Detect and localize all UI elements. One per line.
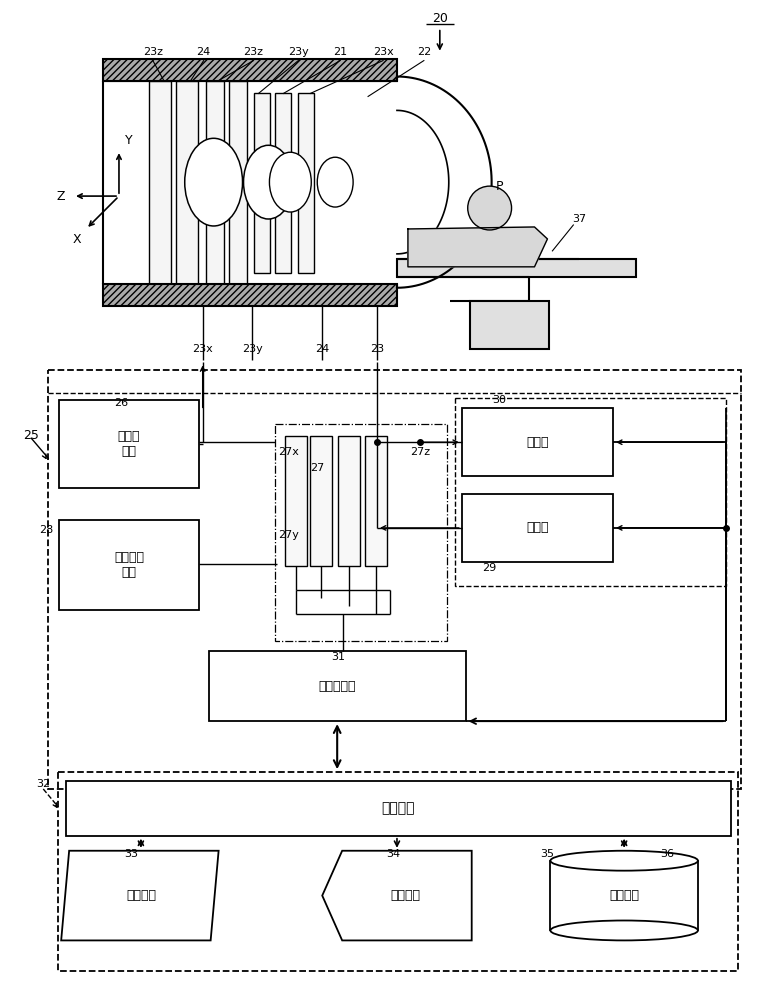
Text: 29: 29 [482,563,497,573]
Text: 静磁场
电源: 静磁场 电源 [117,430,140,458]
Bar [66,781,731,836]
Text: 22: 22 [417,47,431,57]
Bar [229,81,247,284]
Bar [455,398,726,586]
Bar [176,81,198,284]
Polygon shape [61,851,219,940]
Text: 接收器: 接收器 [526,436,548,449]
Text: 23z: 23z [244,47,264,57]
Text: 33: 33 [124,849,138,859]
Text: 匀场线圈
电源: 匀场线圈 电源 [114,551,144,579]
Text: 27z: 27z [410,447,430,457]
Polygon shape [408,227,548,267]
Text: P: P [496,180,503,193]
Bar [338,436,360,566]
Ellipse shape [550,920,698,940]
Bar [298,93,314,273]
Text: 28: 28 [39,525,54,535]
Bar [58,772,738,971]
Text: 32: 32 [36,779,51,789]
Ellipse shape [269,152,311,212]
Bar [103,284,397,306]
Polygon shape [322,851,471,940]
Text: 23: 23 [370,344,384,354]
Text: 36: 36 [660,849,674,859]
Text: 27y: 27y [279,530,300,540]
Text: 23x: 23x [192,344,213,354]
Text: 23z: 23z [143,47,163,57]
Text: 存储装置: 存储装置 [609,889,640,902]
Bar [275,424,447,641]
Text: 31: 31 [331,652,345,662]
Text: 20: 20 [432,12,448,25]
Bar [365,436,387,566]
Ellipse shape [184,138,243,226]
Bar [397,259,636,277]
Bar [461,494,613,562]
Circle shape [468,186,512,230]
Text: X: X [73,233,82,246]
Text: 25: 25 [23,429,39,442]
Text: 34: 34 [386,849,400,859]
Bar [149,81,171,284]
Bar [275,93,291,273]
Bar [48,370,741,789]
Text: 24: 24 [197,47,211,57]
Bar [209,651,466,721]
Bar [470,301,549,349]
Text: 35: 35 [541,849,555,859]
Bar [310,436,332,566]
Text: 运算装置: 运算装置 [381,801,415,815]
Bar [205,81,223,284]
Text: 23y: 23y [242,344,263,354]
Text: 30: 30 [492,395,506,405]
Ellipse shape [244,145,293,219]
Text: 27x: 27x [279,447,300,457]
Bar [286,436,307,566]
Text: 发送器: 发送器 [526,521,548,534]
Text: 23y: 23y [288,47,309,57]
Text: 序列控制器: 序列控制器 [318,680,356,693]
Bar [461,408,613,476]
Text: Z: Z [57,190,65,203]
Bar [59,520,198,610]
Text: 23x: 23x [373,47,394,57]
Bar [59,400,198,488]
Bar [103,59,397,81]
Text: 显示装置: 显示装置 [390,889,420,902]
Ellipse shape [317,157,353,207]
Text: 输入装置: 输入装置 [126,889,156,902]
Text: 21: 21 [333,47,347,57]
Ellipse shape [550,851,698,871]
Text: 37: 37 [573,214,587,224]
Bar [550,861,698,930]
Text: 27: 27 [310,463,324,473]
Text: 24: 24 [315,344,329,354]
Text: 26: 26 [114,398,128,408]
Bar [254,93,271,273]
Text: Y: Y [125,134,133,147]
